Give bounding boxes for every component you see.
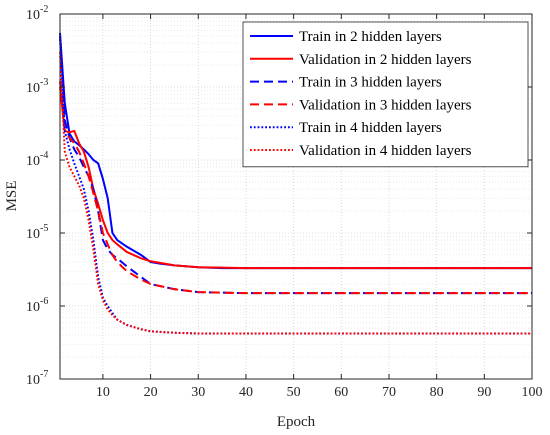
x-tick-label: 80 (430, 385, 444, 400)
x-tick-label: 40 (239, 385, 253, 400)
x-tick-label: 90 (477, 385, 491, 400)
y-tick-label: 10-6 (26, 296, 48, 315)
legend-label: Train in 3 hidden layers (299, 75, 442, 91)
y-axis-label: MSE (4, 181, 20, 212)
x-tick-label: 20 (144, 385, 158, 400)
y-tick-label: 10-2 (26, 4, 48, 23)
series-lines (59, 32, 532, 335)
legend-label: Validation in 4 hidden layers (299, 143, 472, 159)
axis-ticks (60, 13, 533, 380)
legend: Train in 2 hidden layers Validation in 2 … (242, 21, 529, 168)
series-line-4 (59, 81, 532, 295)
x-tick-label: 100 (522, 385, 543, 400)
y-tick-label: 10-7 (26, 369, 48, 388)
y-tick-label: 10-4 (26, 150, 48, 169)
x-tick-label: 60 (334, 385, 348, 400)
x-axis-label: Epoch (277, 414, 316, 430)
x-tick-labels: 10 20 30 40 50 60 70 80 90 100 (96, 385, 543, 400)
x-tick-label: 50 (287, 385, 301, 400)
legend-box (242, 21, 529, 168)
x-tick-label: 10 (96, 385, 110, 400)
y-tick-label: 10-5 (26, 223, 48, 242)
series-line-6 (59, 52, 532, 335)
legend-label: Train in 4 hidden layers (299, 120, 442, 136)
y-tick-label: 10-3 (26, 77, 48, 96)
x-tick-label: 30 (191, 385, 205, 400)
legend-label: Validation in 3 hidden layers (299, 97, 472, 113)
legend-label: Train in 2 hidden layers (299, 29, 442, 45)
x-tick-label: 70 (382, 385, 396, 400)
legend-label: Validation in 2 hidden layers (299, 52, 472, 68)
y-tick-labels: 10-7 10-6 10-5 10-4 10-3 10-2 (26, 4, 48, 388)
plot-frame (59, 13, 533, 380)
series-line-2 (59, 86, 532, 270)
